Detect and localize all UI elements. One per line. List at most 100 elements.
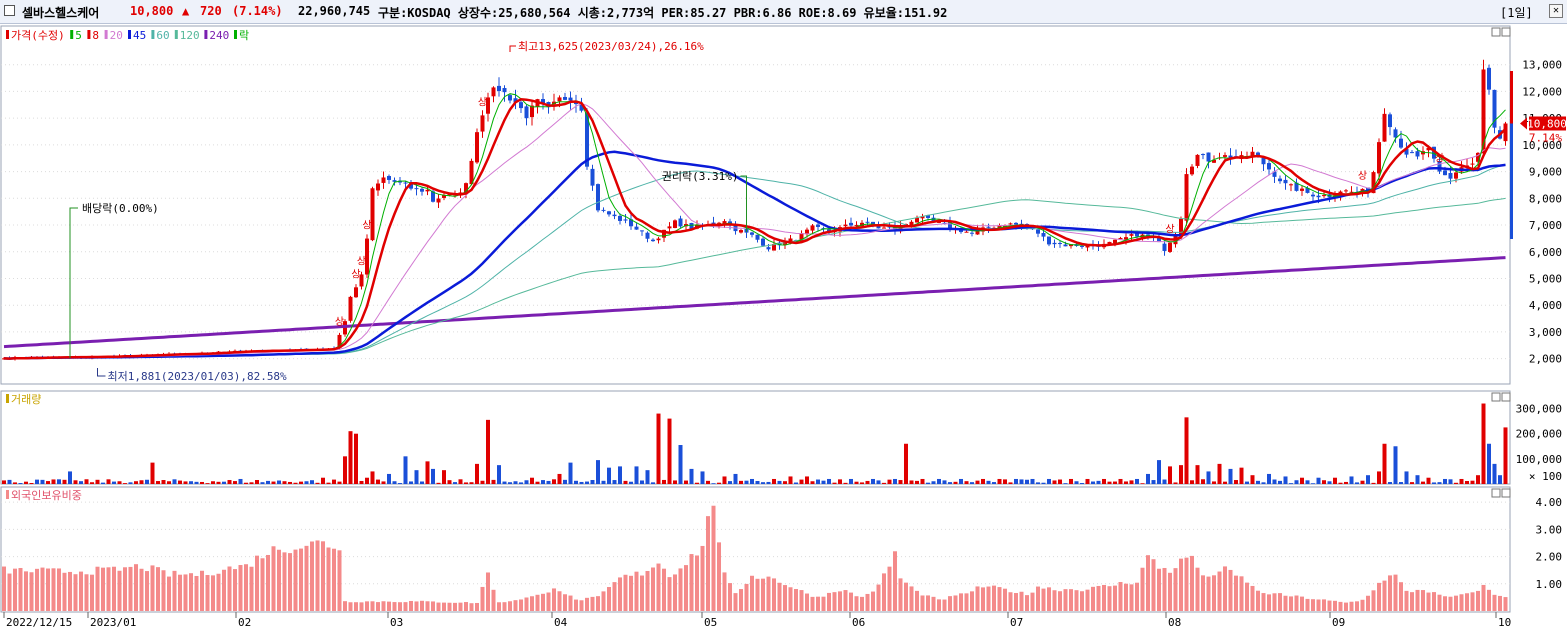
foreign-ratio-bar	[112, 566, 116, 611]
price-range-bar-up	[1510, 71, 1513, 124]
volume-bar	[403, 456, 408, 484]
x-tick-label: 10	[1498, 616, 1511, 629]
foreign-ratio-bar	[62, 572, 67, 611]
volume-bar	[1355, 482, 1359, 484]
volume-bar	[640, 480, 644, 484]
rights-marker-line	[740, 175, 747, 232]
volume-tick-label: 300,000	[1516, 403, 1562, 416]
legend-swatch	[6, 490, 9, 499]
candle-body	[1008, 223, 1013, 225]
candle-body	[1404, 149, 1409, 155]
candle-body	[1212, 159, 1216, 163]
volume-bar	[1019, 479, 1024, 484]
close-icon[interactable]: ✕	[1549, 4, 1563, 18]
foreign-ratio-bar	[601, 591, 606, 611]
candle-body	[843, 224, 848, 227]
stock-name[interactable]: 셀바스헬스케어	[22, 6, 100, 20]
foreign-ratio-bar	[403, 602, 408, 611]
candle-body	[1184, 174, 1189, 221]
candle-body	[948, 221, 952, 229]
volume-bar	[513, 481, 518, 484]
candle-body	[1344, 190, 1348, 192]
volume-bar	[178, 480, 182, 484]
legend-swatch	[151, 30, 155, 39]
candle-body	[1041, 233, 1046, 237]
foreign-ratio-bar	[662, 568, 666, 611]
foreign-ratio-bar	[673, 574, 677, 611]
candle-body	[1118, 237, 1123, 240]
volume-bar	[46, 481, 50, 484]
volume-bar	[1030, 478, 1035, 484]
candle-body	[596, 184, 600, 211]
foreign-ratio-bar	[469, 603, 474, 611]
volume-bar	[293, 482, 298, 484]
foreign-ratio-bar	[1393, 574, 1398, 611]
volume-bar	[211, 481, 215, 484]
volume-bar	[337, 481, 342, 484]
volume-bar	[645, 470, 650, 484]
foreign-ratio-bar	[1448, 596, 1453, 611]
candle-body	[805, 229, 809, 235]
candle-body	[442, 194, 446, 198]
x-tick-label: 02	[238, 616, 251, 629]
foreign-ratio-bar	[7, 573, 12, 611]
volume-bar	[35, 479, 39, 484]
foreign-ratio-bar	[2, 566, 6, 611]
candle-body	[667, 226, 672, 229]
candle-body	[1487, 67, 1491, 90]
price-range-bar-down	[1510, 123, 1513, 239]
panel-option-icon[interactable]	[1491, 488, 1501, 498]
volume-bar	[1432, 482, 1436, 484]
volume-bar	[365, 477, 369, 484]
foreign-ratio-bar	[926, 595, 930, 611]
panel-close-icon[interactable]	[1501, 392, 1511, 402]
limit-up-marker: 상	[357, 255, 366, 267]
foreign-ratio-bar	[73, 574, 78, 611]
candle-body	[1036, 229, 1040, 234]
volume-bar	[194, 481, 199, 484]
y-tick-label: 6,000	[1529, 246, 1562, 259]
foreign-ratio-bar	[1278, 593, 1282, 611]
legend-label: 120	[180, 29, 200, 42]
legend-label: 240	[209, 29, 229, 42]
foreign-ratio-bar	[18, 567, 23, 611]
candle-body	[1305, 187, 1310, 193]
foreign-ratio-bar	[1036, 586, 1040, 611]
volume-bar	[794, 482, 798, 484]
candle-body	[1481, 69, 1486, 154]
volume-bar	[376, 479, 380, 484]
foreign-ratio-bar	[607, 587, 611, 611]
candle-body	[1300, 188, 1304, 191]
panel-close-icon[interactable]	[1501, 27, 1511, 37]
volume-bar	[502, 481, 507, 484]
foreign-ratio-bar	[1201, 575, 1205, 611]
panel-option-icon[interactable]	[1491, 27, 1501, 37]
volume-bar	[90, 482, 94, 484]
foreign-ratio-bar	[46, 568, 50, 611]
candle-body	[1503, 123, 1508, 142]
foreign-ratio-bar	[898, 578, 903, 611]
stock-header-bar: 셀바스헬스케어 10,800 ▲ 720 (7.14%) 22,960,745 …	[0, 0, 1567, 24]
candle-body	[1003, 225, 1007, 228]
candle-body	[612, 214, 617, 217]
foreign-ratio-bar	[1063, 589, 1068, 611]
volume-bar	[205, 483, 210, 484]
foreign-ratio-bar	[365, 601, 369, 611]
panel-close-icon[interactable]	[1501, 488, 1511, 498]
foreign-ratio-bar	[530, 596, 534, 611]
volume-bar	[882, 482, 886, 484]
panel-option-icon[interactable]	[1491, 392, 1501, 402]
period-selector[interactable]: [1일]	[1500, 6, 1533, 20]
foreign-ratio-bar	[524, 597, 529, 611]
volume-bar	[299, 481, 303, 484]
checkbox[interactable]	[4, 5, 15, 16]
legend-label: 락	[239, 29, 249, 42]
candle-body	[640, 230, 644, 232]
volume-bar	[79, 481, 83, 484]
volume-panel	[0, 390, 1511, 485]
current-price-label: 10,800	[1527, 117, 1567, 130]
price-change-pct: (7.14%)	[232, 4, 283, 18]
foreign-ratio-bar	[255, 555, 259, 611]
volume-bar	[497, 465, 501, 484]
foreign-ratio-bar	[145, 571, 149, 611]
